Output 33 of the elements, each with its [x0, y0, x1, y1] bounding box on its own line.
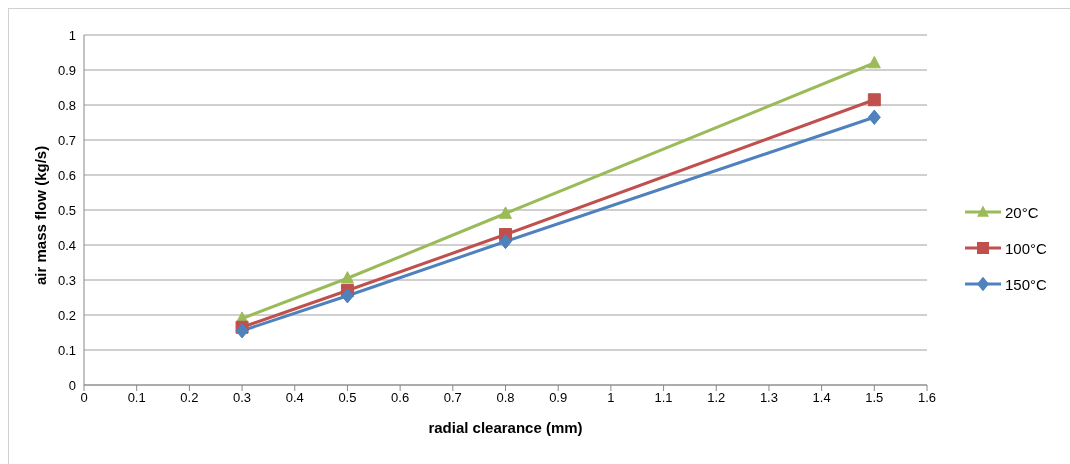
x-tick-label: 1.1: [654, 390, 673, 406]
x-tick-label: 0.6: [391, 390, 410, 406]
legend-label: 20°C: [1005, 203, 1039, 221]
y-tick-label: 0.6: [57, 167, 76, 183]
x-tick-label: 1.6: [917, 390, 937, 406]
y-tick-label: 0: [68, 377, 76, 393]
x-axis-title: radial clearance (mm): [428, 419, 583, 436]
x-tick-label: 0: [80, 390, 88, 406]
x-tick-label: 1.2: [707, 390, 726, 406]
y-tick-label: 0.5: [57, 202, 76, 218]
legend-label: 150°C: [1005, 275, 1047, 293]
y-tick-label: 0.7: [57, 132, 76, 148]
y-tick-label: 0.1: [57, 342, 76, 358]
y-tick-label: 0.8: [57, 97, 76, 113]
legend-label: 100°C: [1005, 239, 1047, 257]
y-tick-label: 0.4: [57, 237, 76, 253]
x-tick-label: 0.9: [549, 390, 568, 406]
x-tick-label: 0.5: [338, 390, 357, 406]
x-tick-label: 1: [607, 390, 615, 406]
y-tick-label: 0.9: [57, 62, 76, 78]
x-tick-label: 1.5: [865, 390, 884, 406]
x-tick-label: 0.7: [443, 390, 462, 406]
x-tick-label: 1.3: [759, 390, 778, 406]
x-tick-label: 1.4: [812, 390, 831, 406]
x-tick-label: 0.3: [233, 390, 252, 406]
y-tick-label: 1: [68, 27, 76, 43]
y-tick-label: 0.2: [57, 307, 76, 323]
y-tick-label: 0.3: [57, 272, 76, 288]
x-tick-label: 0.4: [285, 390, 304, 406]
x-tick-label: 0.2: [180, 390, 199, 406]
x-tick-label: 0.8: [496, 390, 515, 406]
x-tick-label: 0.1: [127, 390, 146, 406]
y-axis-title: air mass flow (kg/s): [32, 145, 50, 285]
